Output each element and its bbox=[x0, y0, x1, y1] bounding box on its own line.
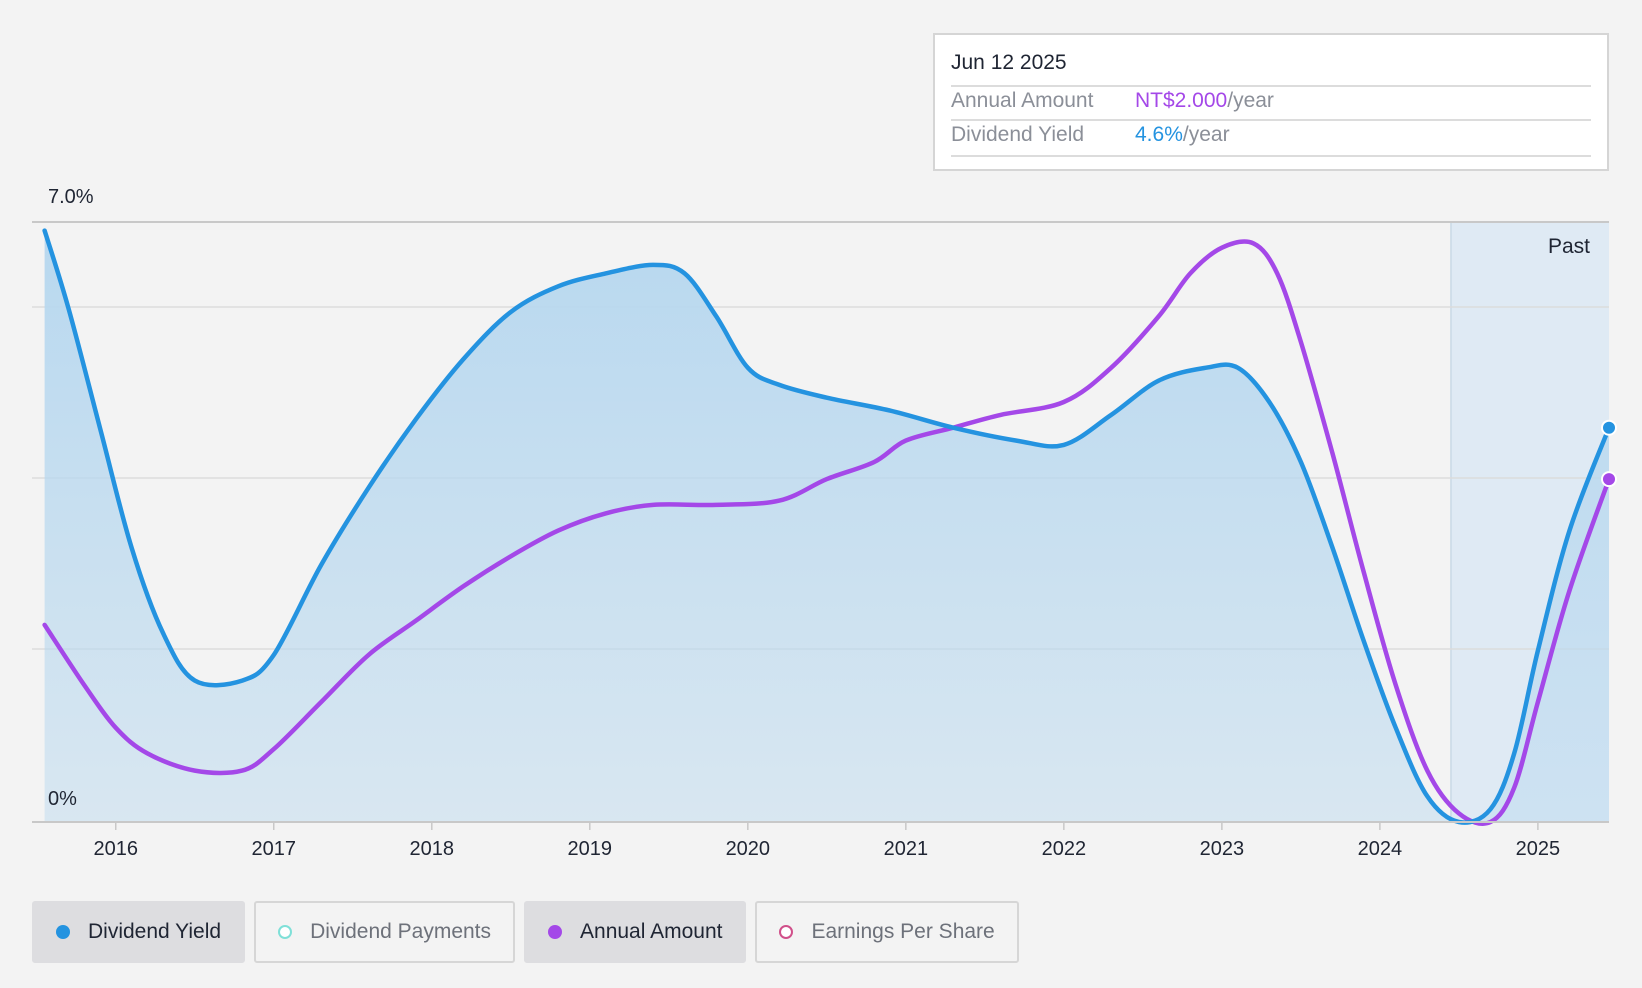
chart-legend: Dividend Yield Dividend Payments Annual … bbox=[32, 901, 1019, 963]
dividend-payments-dot-icon bbox=[278, 925, 293, 939]
tooltip-row-annual-amount: Annual Amount NT$2.000/year bbox=[951, 89, 1274, 113]
x-tick-label: 2022 bbox=[1042, 838, 1087, 860]
legend-dividend-payments-label: Dividend Payments bbox=[310, 920, 492, 943]
legend-earnings-per-share-label: Earnings Per Share bbox=[811, 920, 995, 943]
x-tick-label: 2021 bbox=[884, 838, 929, 860]
tooltip-divider bbox=[951, 155, 1591, 157]
tooltip-dividend-yield-value: 4.6% bbox=[1135, 123, 1183, 146]
tooltip-card: Jun 12 2025 Annual Amount NT$2.000/year D… bbox=[933, 33, 1609, 171]
tooltip-annual-amount-value: NT$2.000 bbox=[1135, 89, 1228, 112]
x-tick-label: 2019 bbox=[568, 838, 613, 860]
legend-earnings-per-share-button[interactable]: Earnings Per Share bbox=[755, 901, 1019, 963]
legend-dividend-yield-button[interactable]: Dividend Yield bbox=[32, 901, 246, 963]
legend-annual-amount-label: Annual Amount bbox=[580, 920, 723, 943]
area-fill bbox=[44, 230, 1610, 823]
tooltip-dividend-yield-unit: /year bbox=[1182, 123, 1230, 146]
legend-dividend-yield-label: Dividend Yield bbox=[88, 920, 222, 943]
past-label: Past bbox=[1548, 235, 1591, 258]
annual-amount-dot-icon bbox=[548, 925, 563, 939]
tooltip-divider bbox=[951, 85, 1591, 87]
tooltip-dividend-yield-label: Dividend Yield bbox=[951, 123, 1085, 146]
annual-amount-endpoint bbox=[1601, 471, 1617, 488]
x-tick-labels: 2016 2017 2018 2019 2020 2021 2022 2023 2024 2025 bbox=[93, 822, 1560, 860]
tooltip-annual-amount-unit: /year bbox=[1227, 89, 1274, 112]
tooltip-annual-amount-label: Annual Amount bbox=[951, 89, 1094, 112]
x-tick-label: 2016 bbox=[93, 838, 138, 860]
series-lines bbox=[42, 228, 1612, 826]
dividend-yield-endpoint bbox=[1601, 419, 1617, 436]
dividend-yield-area bbox=[44, 230, 1610, 823]
legend-annual-amount-button[interactable]: Annual Amount bbox=[524, 901, 747, 963]
annual-amount-line bbox=[42, 239, 1612, 826]
tooltip-date: Jun 12 2025 bbox=[951, 51, 1067, 74]
earnings-per-share-dot-icon bbox=[779, 925, 794, 939]
x-tick-label: 2020 bbox=[726, 838, 771, 860]
y-axis-bottom-label: 0% bbox=[48, 788, 77, 810]
legend-dividend-payments-button[interactable]: Dividend Payments bbox=[254, 901, 516, 963]
tooltip-divider bbox=[951, 119, 1591, 121]
series-endpoints bbox=[1601, 419, 1617, 488]
tooltip-row-dividend-yield: Dividend Yield 4.6%/year bbox=[951, 123, 1230, 147]
x-tick-label: 2025 bbox=[1516, 838, 1561, 860]
dividend-yield-dot-icon bbox=[56, 925, 70, 939]
x-tick-label: 2018 bbox=[410, 838, 455, 860]
x-tick-label: 2024 bbox=[1358, 838, 1403, 860]
x-tick-label: 2017 bbox=[252, 838, 297, 860]
y-axis-top-label: 7.0% bbox=[48, 186, 94, 208]
dividend-yield-line bbox=[42, 228, 1612, 825]
x-tick-label: 2023 bbox=[1200, 838, 1245, 860]
